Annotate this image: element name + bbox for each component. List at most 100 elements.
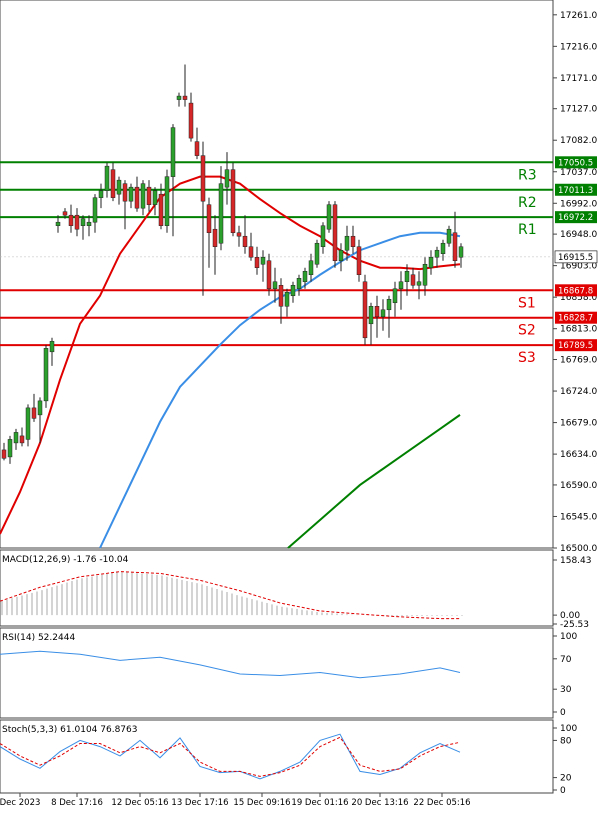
candle-bullish — [302, 270, 308, 283]
candle-bearish — [350, 235, 356, 247]
candle-bullish — [176, 95, 182, 100]
sub-tick-label: 80 — [560, 736, 572, 746]
moving-average-line-3 — [287, 414, 461, 549]
candle-bullish — [428, 256, 434, 268]
sub-tick-label: 0 — [560, 786, 566, 796]
candle-bullish — [49, 341, 55, 353]
candle-bearish — [362, 281, 368, 339]
price-axis: 17261.0 17216.0 17171.0 17127.0 17082.0 17037… — [553, 11, 597, 554]
candle-bullish — [92, 197, 98, 223]
candle-bearish — [122, 183, 128, 202]
level-name-r3: R3 — [518, 167, 537, 183]
candle-bullish — [260, 256, 266, 265]
candle-bearish — [266, 260, 272, 290]
level-tag-label: 16828.7 — [558, 314, 593, 324]
time-tick-label: 13 Dec 17:16 — [171, 798, 228, 808]
level-tag-label: 16972.2 — [558, 213, 593, 223]
rsi-title: RSI(14) 52.2444 — [2, 633, 75, 643]
level-tag-s3 — [555, 339, 597, 352]
level-name-r1: R1 — [518, 222, 537, 238]
price-tick-label: 17171.0 — [560, 74, 597, 84]
candle-bearish — [1, 449, 7, 459]
candle-bullish — [338, 249, 344, 261]
candle-bearish — [31, 407, 37, 419]
sub-tick-label: 20 — [560, 774, 572, 784]
candle-bearish — [230, 169, 236, 233]
candle-bullish — [326, 204, 332, 230]
price-tick-label: 16545.0 — [560, 512, 597, 522]
candle-bullish — [25, 407, 31, 440]
candle-bearish — [74, 214, 80, 230]
candle-bullish — [13, 432, 19, 444]
level-tag-label: 17050.5 — [558, 158, 593, 168]
candle-bullish — [380, 309, 386, 318]
sub-tick-label: 100 — [560, 632, 577, 642]
candle-bullish — [314, 242, 320, 265]
candle-bullish — [152, 190, 158, 205]
level-name-r2: R2 — [518, 195, 537, 211]
time-tick-label: 20 Dec 13:16 — [351, 798, 408, 808]
candle-bearish — [332, 204, 338, 261]
stoch-line-1 — [0, 733, 461, 780]
level-tag-s1 — [555, 284, 597, 297]
rsi-plot — [0, 650, 461, 679]
candle-bearish — [410, 274, 416, 286]
level-name-s1: S1 — [518, 295, 536, 311]
rsi-axis: 100 70 30 0 — [553, 632, 577, 718]
candle-bullish — [458, 246, 464, 258]
time-tick-label: 19 Dec 01:16 — [291, 798, 348, 808]
candle-bearish — [200, 155, 206, 202]
candle-bullish — [272, 281, 278, 290]
time-axis: Dec 2023 8 Dec 17:16 12 Dec 05:16 13 Dec 17… — [0, 793, 471, 808]
level-tag-label: 16789.5 — [558, 341, 593, 351]
pivot-level-tags: 17050.5 17011.3 16972.2 16867.8 16828.7 16789… — [554, 156, 598, 352]
stoch-title: Stoch(5,3,3) 61.0104 76.8763 — [2, 725, 137, 735]
time-tick-label: 15 Dec 09:16 — [233, 798, 290, 808]
candle-bearish — [356, 246, 362, 275]
candle-bullish — [164, 176, 170, 226]
candle-bearish — [19, 435, 25, 444]
rsi-panel: RSI(14) 52.2444 100 70 30 0 — [0, 627, 577, 719]
stoch-line-2 — [0, 736, 461, 777]
candle-bullish — [308, 260, 314, 275]
current-price-label: 16915.5 — [558, 253, 593, 263]
sub-tick-label: -25.53 — [560, 620, 589, 630]
price-tick-label: 16679.0 — [560, 419, 597, 429]
rsi-line-1 — [0, 650, 461, 679]
price-tick-label: 17216.0 — [560, 42, 597, 52]
candle-bullish — [140, 183, 146, 209]
price-panel-frame — [0, 0, 554, 549]
price-tick-label: 16724.0 — [560, 387, 597, 397]
candle-bearish — [68, 214, 74, 226]
candle-bullish — [37, 400, 43, 416]
stoch-panel-frame — [0, 719, 554, 794]
candle-bullish — [218, 183, 224, 244]
moving-average-line-1 — [0, 175, 461, 535]
candle-bullish — [43, 348, 49, 402]
candle-bullish — [80, 218, 86, 226]
price-tick-label: 16903.0 — [560, 262, 597, 272]
price-tick-label: 16992.0 — [560, 199, 597, 209]
sub-tick-label: 0 — [560, 708, 566, 718]
sub-tick-label: 100 — [560, 724, 577, 734]
macd-axis: 158.43 0.00-25.53 — [553, 556, 592, 630]
price-tick-label: 16769.0 — [560, 356, 597, 366]
macd-plot — [0, 571, 463, 620]
sub-tick-label: 0.00 — [560, 611, 580, 621]
candle-bearish — [110, 169, 116, 198]
candle-bullish — [392, 288, 398, 304]
rsi-panel-frame — [0, 627, 554, 719]
candle-bullish — [440, 242, 446, 254]
candle-bearish — [146, 186, 152, 205]
price-tick-label: 16590.0 — [560, 481, 597, 491]
candle-bearish — [248, 246, 254, 258]
candle-bullish — [116, 179, 122, 195]
time-tick-label: 12 Dec 05:16 — [111, 798, 168, 808]
candle-bullish — [98, 190, 104, 198]
candle-bearish — [188, 102, 194, 139]
candle-bullish — [86, 221, 92, 226]
sub-tick-label: 158.43 — [560, 556, 592, 566]
price-panel: R3 R2 R1 S1 S2 S3 17261.0 17216.0 17171.0 17127.… — [0, 0, 597, 554]
candle-bullish — [296, 278, 302, 290]
